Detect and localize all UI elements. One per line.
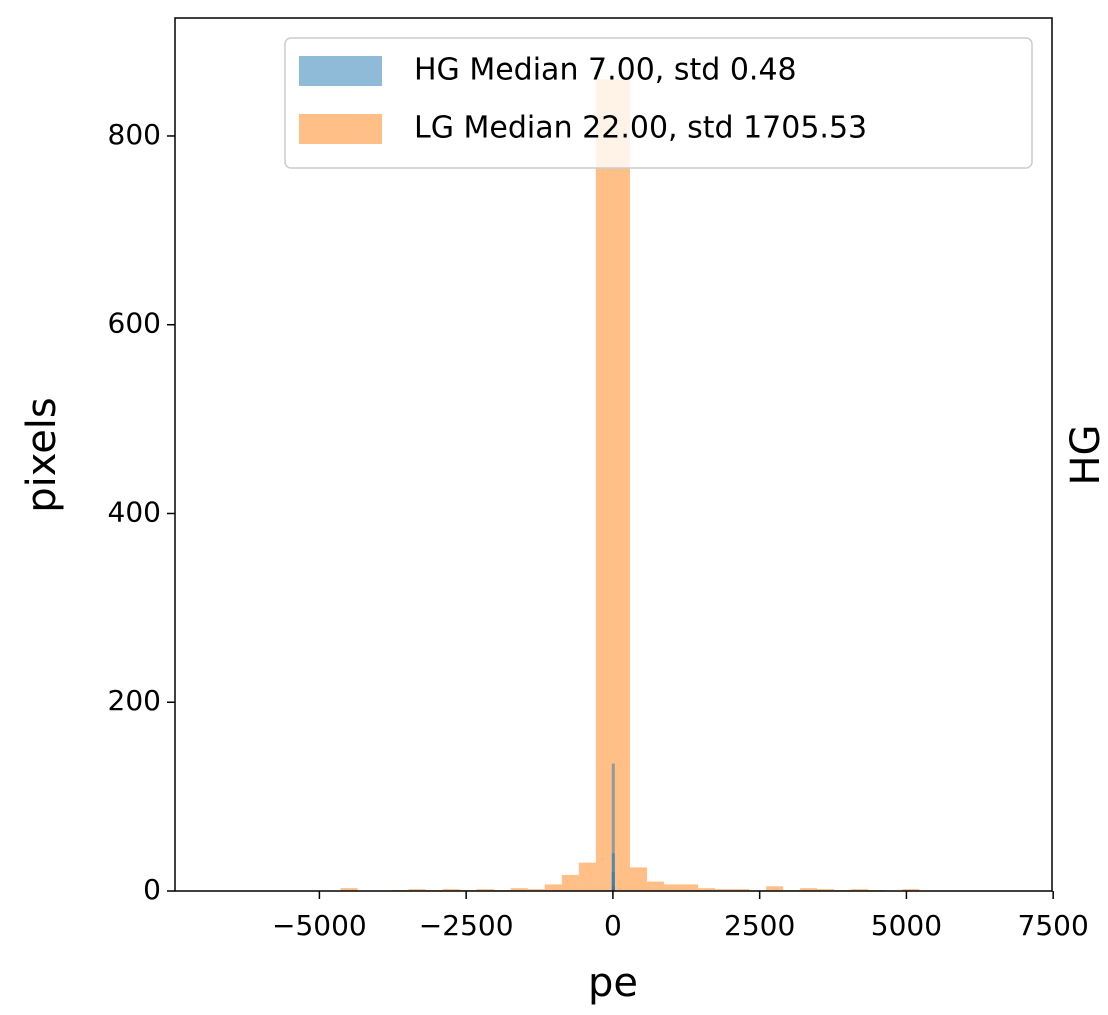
x-tick-label: 2500 xyxy=(724,909,795,942)
right-label: HG xyxy=(1063,424,1108,485)
histogram-bar xyxy=(715,889,733,891)
y-tick-label: 200 xyxy=(108,684,161,717)
x-tick-label: 0 xyxy=(604,909,622,942)
histogram-bar xyxy=(561,874,579,891)
y-tick-label: 0 xyxy=(143,873,161,906)
plot-area xyxy=(340,79,920,891)
histogram-bar xyxy=(611,886,615,891)
histogram-bar xyxy=(817,889,835,891)
histogram-bar xyxy=(595,79,613,891)
legend-swatch xyxy=(299,56,382,86)
histogram-bar xyxy=(629,867,647,891)
x-tick-label: −5000 xyxy=(272,909,367,942)
y-tick-label: 400 xyxy=(108,495,161,528)
y-tick-label: 600 xyxy=(108,307,161,340)
histogram-bar xyxy=(611,853,615,891)
x-tick-label: 5000 xyxy=(871,909,942,942)
histogram-bar xyxy=(732,889,750,891)
y-axis-label: pixels xyxy=(19,397,65,513)
histogram-bar xyxy=(340,888,358,891)
legend-swatch xyxy=(299,114,382,144)
histogram-bar xyxy=(646,881,664,891)
legend-label: HG Median 7.00, std 0.48 xyxy=(414,53,797,88)
histogram-bar xyxy=(442,889,460,891)
histogram-bar xyxy=(476,889,494,891)
x-tick-label: 7500 xyxy=(1018,909,1089,942)
histogram-bar xyxy=(766,886,784,891)
legend-box xyxy=(284,37,1033,169)
y-tick-label: 800 xyxy=(108,118,161,151)
histogram-bar xyxy=(578,862,596,891)
histogram-bar xyxy=(527,889,545,891)
histogram-bar xyxy=(612,79,630,891)
histogram-bar xyxy=(851,889,869,891)
histogram-bar xyxy=(611,763,615,891)
histogram-bar xyxy=(544,884,562,891)
legend-label: LG Median 22.00, std 1705.53 xyxy=(414,111,867,146)
histogram-bar xyxy=(681,884,699,891)
histogram-bar xyxy=(510,888,528,891)
histogram-bar xyxy=(663,884,682,891)
histogram-bar xyxy=(800,888,818,891)
histogram-bar xyxy=(698,888,716,891)
histogram-bar xyxy=(408,889,426,891)
x-axis-label: pe xyxy=(588,960,638,1006)
x-tick-label: −2500 xyxy=(419,909,514,942)
histogram-bar xyxy=(902,889,920,891)
